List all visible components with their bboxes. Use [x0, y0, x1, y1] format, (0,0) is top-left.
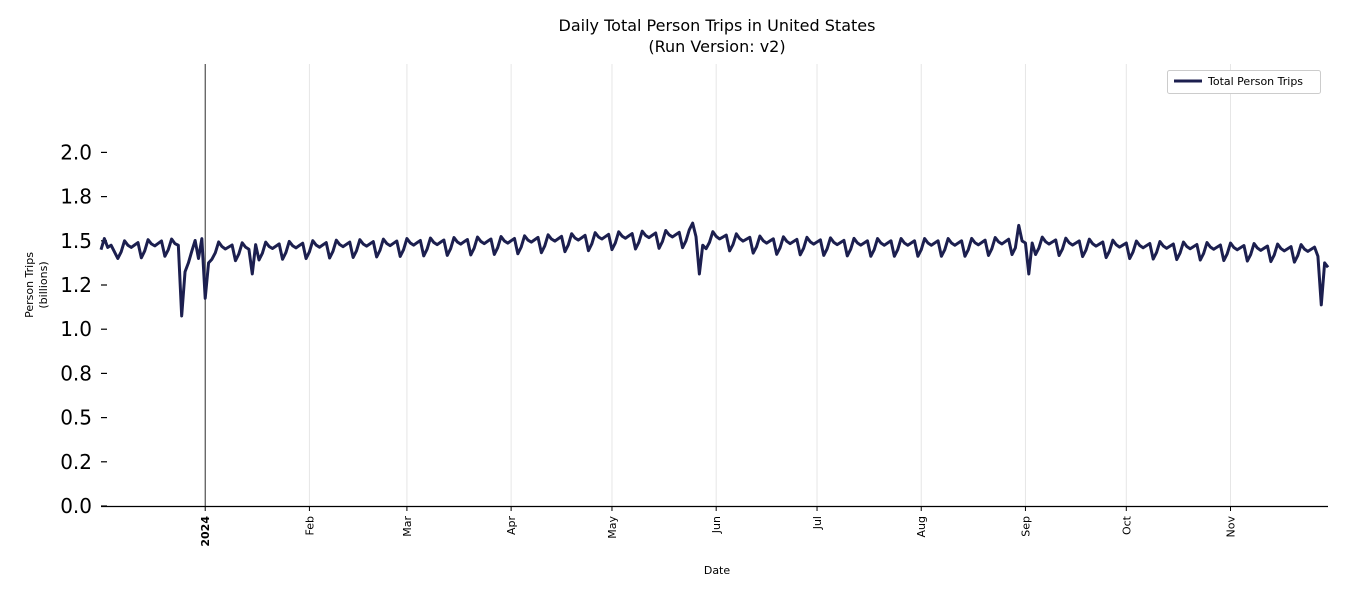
x-tick-label: Jun [710, 516, 723, 534]
legend: Total Person Trips [1167, 70, 1321, 94]
y-tick-label: 0.0 [60, 494, 92, 518]
y-axis-label-line1: Person Trips [23, 252, 36, 318]
x-axis-label: Date [704, 564, 731, 577]
legend-label: Total Person Trips [1207, 75, 1303, 88]
x-tick-label: Jul [811, 516, 824, 530]
x-tick-label: Apr [505, 516, 518, 536]
grid-lines [204, 64, 1232, 506]
y-tick-label: 0.5 [60, 406, 92, 430]
x-tick-label: Sep [1019, 516, 1032, 537]
y-tick-label: 1.2 [60, 273, 92, 297]
y-tick-label: 1.5 [60, 229, 92, 253]
x-tick-label: 2024 [199, 516, 212, 547]
y-tick-label: 0.2 [60, 450, 92, 474]
x-tick-label: May [606, 516, 619, 539]
x-tick-label: Feb [303, 516, 316, 535]
y-tick-label: 2.0 [60, 140, 92, 164]
x-tick-label: Mar [401, 516, 414, 537]
series-line-total-person-trips [99, 221, 1330, 318]
y-tick-label: 1.8 [60, 185, 92, 209]
chart-subtitle: (Run Version: v2) [648, 37, 785, 56]
x-tick-label: Oct [1120, 515, 1133, 535]
x-tick-label: Aug [915, 516, 928, 537]
y-axis-label-line2: (billions) [37, 261, 50, 308]
chart-title: Daily Total Person Trips in United State… [559, 16, 876, 35]
y-tick-label: 0.8 [60, 361, 92, 385]
series-group [99, 221, 1330, 318]
y-axis: 0.0 0.2 0.5 0.8 1.0 1.2 1.5 1.8 2.0 [60, 140, 107, 518]
y-tick-label: 1.0 [60, 317, 92, 341]
x-axis: 2024 Feb Mar Apr May Jun Jul Aug Sep Oct Nov [199, 506, 1238, 547]
legend-box [1167, 70, 1321, 94]
x-tick-label: Nov [1225, 516, 1238, 538]
